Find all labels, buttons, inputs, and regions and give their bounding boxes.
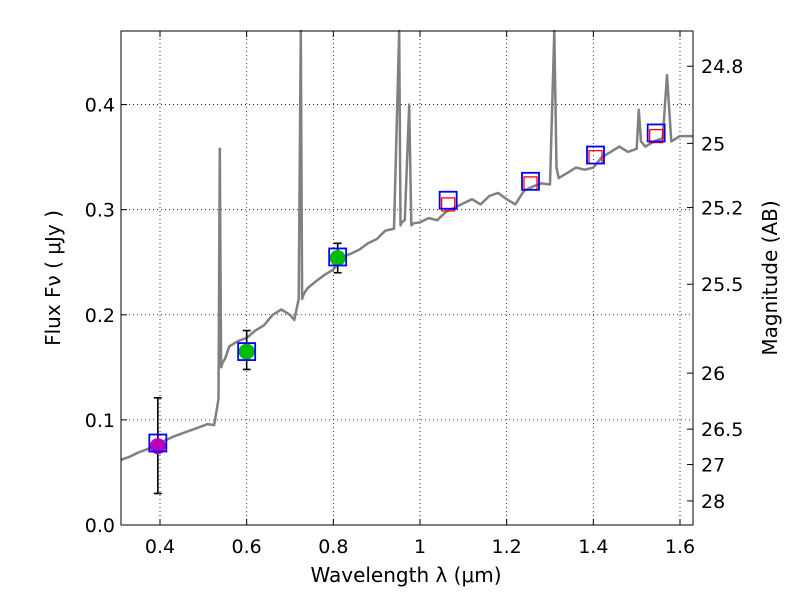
ticks: 0.4 0.6 0.8 1 1.2 1.4 1.6 0.0 0.1 0.2 0.3 0.4 24.8 25…: [85, 31, 743, 558]
model-point: [237, 342, 257, 361]
plot-frame: [120, 30, 694, 526]
mag-tick-label: 24.8: [701, 56, 743, 78]
model-point: [646, 123, 666, 143]
model-point: [521, 171, 540, 191]
markers: [148, 123, 666, 495]
x-tick-label: 0.6: [232, 536, 262, 558]
y-tick-label: 0.0: [85, 515, 115, 537]
y-tick-label: 0.2: [85, 305, 115, 327]
model-point: [586, 145, 605, 165]
model-point: [438, 190, 458, 210]
y-axis-title: Flux Fν ( μJy ): [41, 210, 65, 346]
observed-point: [238, 343, 255, 360]
y-tick-label: 0.3: [85, 200, 115, 222]
model-point: [328, 247, 348, 267]
mag-tick-label: 25.2: [701, 198, 743, 220]
series-layer: [120, 29, 693, 461]
mag-tick-label: 27: [701, 455, 725, 477]
x-tick-label: 0.8: [318, 536, 348, 558]
mag-tick-label: 28: [701, 491, 725, 513]
upper-limit-point: [441, 197, 456, 212]
x-tick-label: 1: [414, 536, 426, 558]
x-tick-label: 0.4: [145, 536, 175, 558]
x-tick-label: 1.4: [578, 536, 608, 558]
mag-tick-label: 26: [701, 363, 725, 385]
observed-point: [329, 250, 346, 267]
upper-limit-point: [649, 128, 664, 144]
y-tick-label: 0.1: [85, 410, 115, 432]
y-tick-label: 0.4: [85, 95, 115, 117]
y-axis-right-title: Magnitude (AB): [758, 200, 782, 355]
x-tick-label: 1.2: [492, 536, 522, 558]
x-axis-title: Wavelength λ (μm): [310, 563, 501, 587]
spectrum-line: [120, 29, 693, 461]
model-point: [148, 433, 168, 453]
mag-tick-label: 26.5: [701, 419, 743, 441]
observed-point: [149, 438, 166, 455]
plot-background: [121, 31, 693, 525]
x-tick-label: 1.6: [665, 536, 695, 558]
mag-tick-label: 25.5: [701, 274, 743, 296]
mag-tick-label: 25: [701, 133, 725, 155]
